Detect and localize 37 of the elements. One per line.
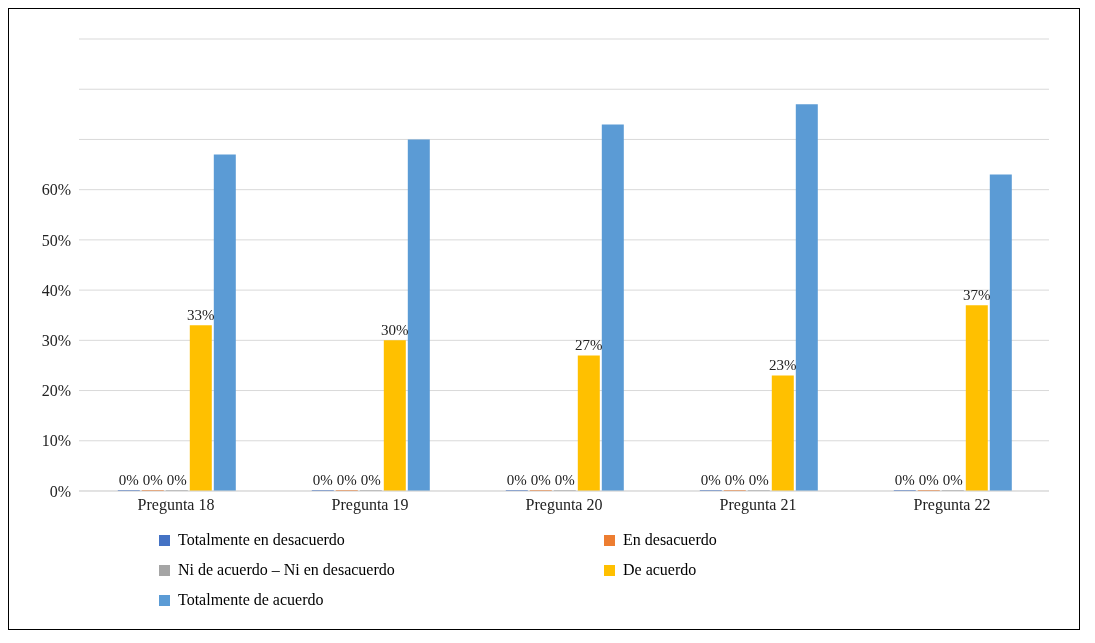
y-tick-label: 30%	[41, 332, 71, 350]
data-label: 0%	[748, 472, 769, 488]
y-tick-label: 10%	[41, 432, 71, 450]
data-label: 0%	[142, 472, 163, 488]
legend-label: Totalmente en desacuerdo	[178, 531, 345, 549]
x-tick-label: Pregunta 20	[525, 496, 603, 515]
legend-label: De acuerdo	[623, 561, 697, 579]
x-tick-label: Pregunta 18	[137, 496, 215, 515]
data-label: 0%	[554, 472, 575, 488]
y-tick-label: 50%	[41, 231, 71, 249]
y-tick-label: 40%	[41, 281, 71, 299]
data-label: 33%	[187, 307, 215, 324]
data-label: 0%	[530, 472, 551, 488]
data-label: 0%	[166, 472, 187, 488]
legend-label: En desacuerdo	[623, 531, 717, 549]
data-label: 30%	[381, 322, 409, 339]
data-label: 27%	[575, 337, 603, 354]
data-label: 37%	[963, 287, 991, 304]
x-tick-label: Pregunta 22	[913, 496, 991, 515]
data-label: 0%	[918, 472, 939, 488]
data-label: 0%	[118, 472, 139, 488]
data-label: 0%	[894, 472, 915, 488]
legend-label: Totalmente de acuerdo	[178, 591, 324, 609]
legend-label: Ni de acuerdo – Ni en desacuerdo	[178, 561, 395, 579]
data-label: 0%	[360, 472, 381, 488]
y-tick-label: 20%	[41, 382, 71, 400]
data-label: 0%	[312, 472, 333, 488]
y-tick-label: 60%	[41, 181, 71, 199]
data-label: 23%	[769, 357, 797, 374]
data-label: 0%	[506, 472, 527, 488]
data-label: 0%	[724, 472, 745, 488]
y-tick-label: 0%	[49, 482, 71, 500]
x-tick-label: Pregunta 19	[331, 496, 409, 515]
data-label: 0%	[700, 472, 721, 488]
x-tick-label: Pregunta 21	[719, 496, 797, 515]
data-label: 0%	[942, 472, 963, 488]
data-label: 0%	[336, 472, 357, 488]
